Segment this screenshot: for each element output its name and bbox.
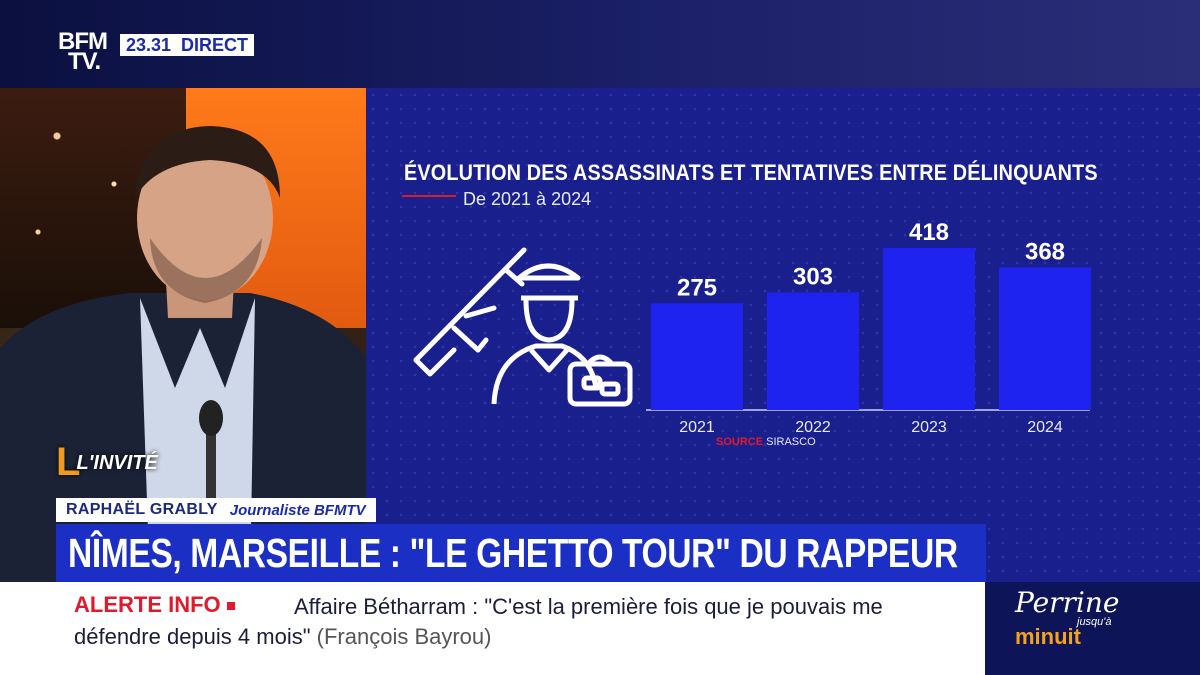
source-value: SIRASCO bbox=[766, 436, 816, 448]
headline-text: NÎMES, MARSEILLE : "LE GHETTO TOUR" DU R… bbox=[68, 529, 958, 576]
alert-label: ALERTE INFO bbox=[74, 592, 235, 618]
promo-time: minuit bbox=[1015, 624, 1081, 649]
promo-host: Perrine bbox=[1015, 586, 1120, 619]
value-label-2024: 368 bbox=[1025, 238, 1065, 265]
logo-line2: TV. bbox=[68, 48, 101, 75]
news-ticker: ALERTE INFO Affaire Bétharram : "C'est l… bbox=[0, 582, 985, 675]
live-clock: 23.31 DIRECT bbox=[120, 34, 255, 56]
alert-label-text: ALERTE INFO bbox=[74, 592, 221, 617]
title-accent-line bbox=[402, 195, 456, 197]
headline-bar: NÎMES, MARSEILLE : "LE GHETTO TOUR" DU R… bbox=[56, 524, 986, 582]
guest-role: Journaliste BFMTV bbox=[229, 501, 366, 519]
alert-dot-icon bbox=[226, 602, 235, 611]
segment-label: L'INVITÉ bbox=[76, 452, 158, 474]
bar-2022 bbox=[767, 292, 859, 410]
guest-name: RAPHAËL GRABLY bbox=[66, 501, 218, 518]
value-label-2023: 418 bbox=[909, 219, 949, 246]
bar-chart: 275 2021 303 2022 418 2023 368 2024 bbox=[413, 219, 1091, 436]
microphone-icon bbox=[199, 400, 223, 436]
cash-bag-icon bbox=[567, 354, 633, 407]
chart-subtitle: De 2021 à 2024 bbox=[463, 189, 592, 209]
x-tick-2023: 2023 bbox=[911, 419, 947, 436]
ticker-quote: Affaire Bétharram : "C'est la première f… bbox=[74, 594, 883, 649]
x-tick-2022: 2022 bbox=[795, 419, 831, 436]
suspect-figure-icon bbox=[491, 263, 599, 405]
bar-2021 bbox=[651, 303, 743, 410]
bar-2023 bbox=[883, 248, 975, 410]
value-label-2021: 275 bbox=[677, 274, 717, 301]
x-tick-2021: 2021 bbox=[679, 419, 715, 436]
promo-until: jusqu'à bbox=[1077, 616, 1112, 628]
x-tick-2024: 2024 bbox=[1027, 419, 1063, 436]
live-badge: DIRECT bbox=[181, 34, 249, 55]
channel-logo: BFM TV. bbox=[58, 30, 108, 75]
segment-tag: LL'INVITÉ bbox=[56, 440, 158, 485]
clock-time: 23.31 bbox=[126, 34, 172, 55]
ticker-text: Affaire Bétharram : "C'est la première f… bbox=[74, 592, 944, 652]
source-label: SOURCE bbox=[716, 436, 764, 448]
chart-title: ÉVOLUTION DES ASSASSINATS ET TENTATIVES … bbox=[404, 160, 1098, 185]
bar-2024 bbox=[999, 267, 1091, 410]
segment-mark: L bbox=[56, 440, 81, 484]
guest-name-bar: RAPHAËL GRABLY Journaliste BFMTV bbox=[56, 498, 376, 522]
chart-source: SOURCE SIRASCO bbox=[716, 436, 816, 448]
infographic-panel: ÉVOLUTION DES ASSASSINATS ET TENTATIVES … bbox=[366, 88, 1200, 588]
program-promo: Perrine jusqu'à minuit bbox=[985, 582, 1200, 675]
rifle-icon bbox=[413, 247, 527, 377]
ticker-attribution: (François Bayrou) bbox=[316, 624, 492, 649]
value-label-2022: 303 bbox=[793, 264, 833, 291]
logo-line1: BFM bbox=[58, 28, 108, 55]
